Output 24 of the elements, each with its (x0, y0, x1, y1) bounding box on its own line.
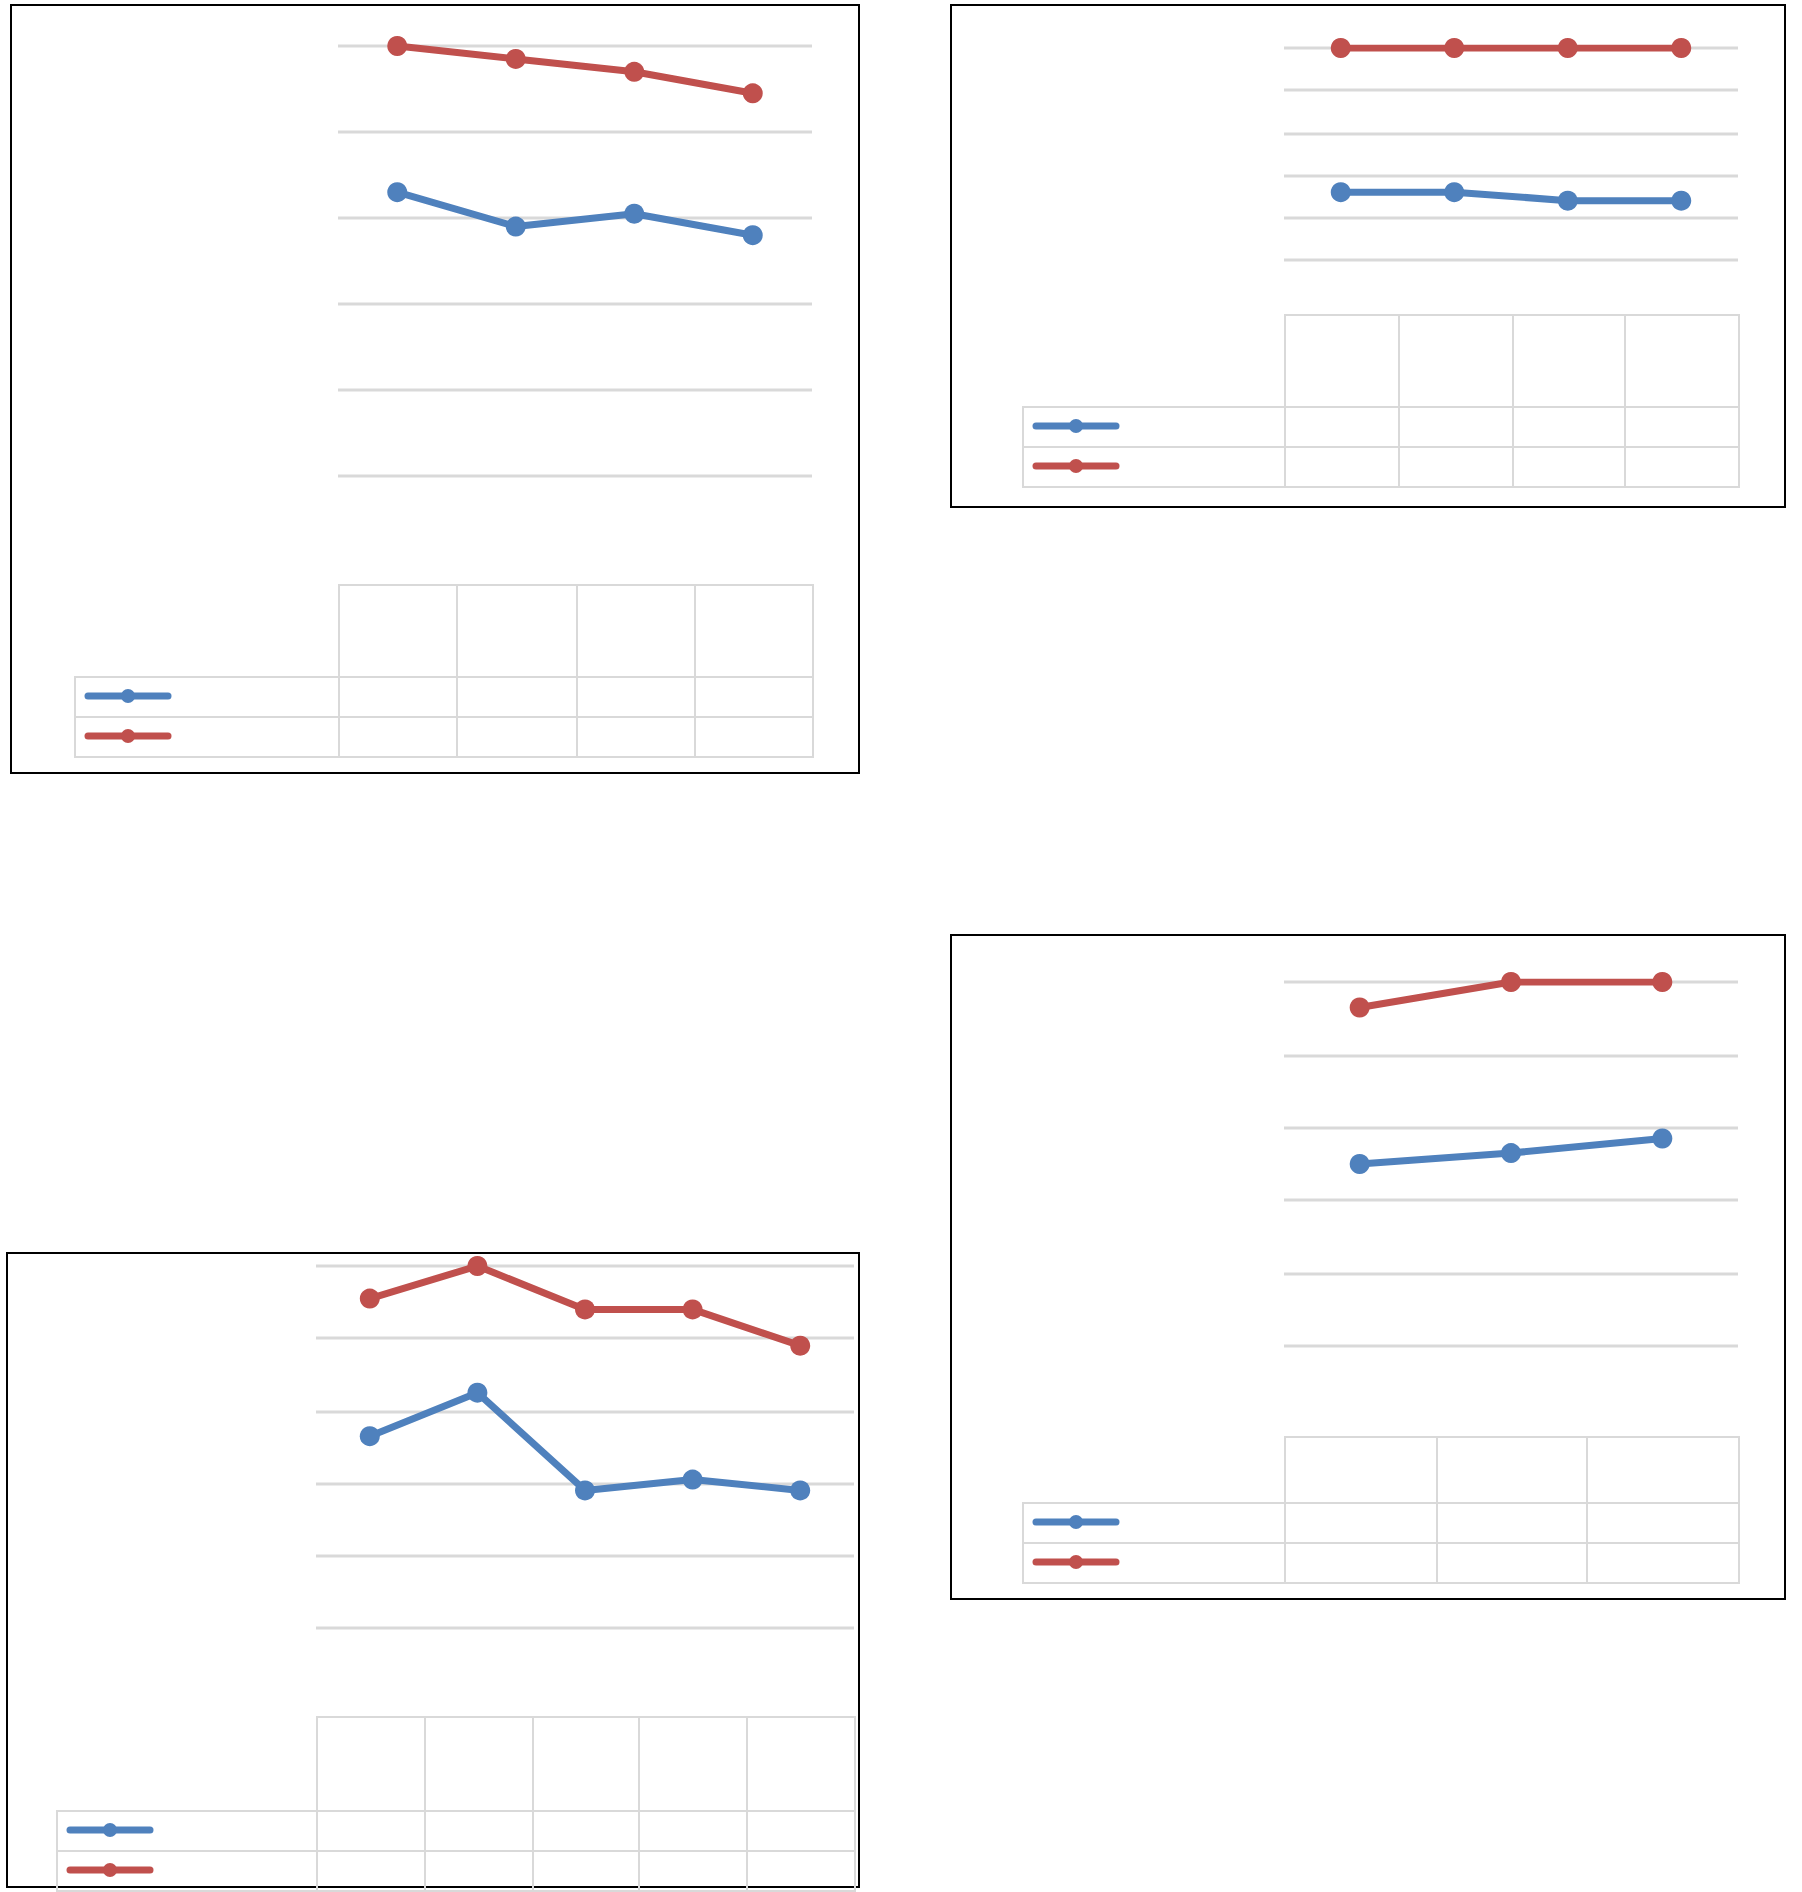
point (505, 216, 526, 237)
point (790, 1480, 811, 1501)
point (1349, 1154, 1370, 1174)
point (575, 1480, 595, 1501)
point (1501, 972, 1521, 992)
point (682, 1469, 703, 1490)
point (1349, 997, 1370, 1018)
point (1501, 1143, 1521, 1164)
point (1652, 972, 1673, 992)
point (790, 1335, 811, 1356)
point (624, 203, 645, 224)
point (467, 1382, 488, 1403)
point (682, 1299, 703, 1320)
point (1652, 1128, 1673, 1149)
point (505, 48, 526, 69)
point (742, 225, 763, 246)
point (387, 182, 408, 203)
point (387, 36, 408, 56)
point (359, 1426, 380, 1447)
point (624, 61, 645, 82)
point (467, 1256, 488, 1276)
point (359, 1288, 380, 1309)
point (575, 1299, 595, 1320)
point (742, 83, 763, 104)
